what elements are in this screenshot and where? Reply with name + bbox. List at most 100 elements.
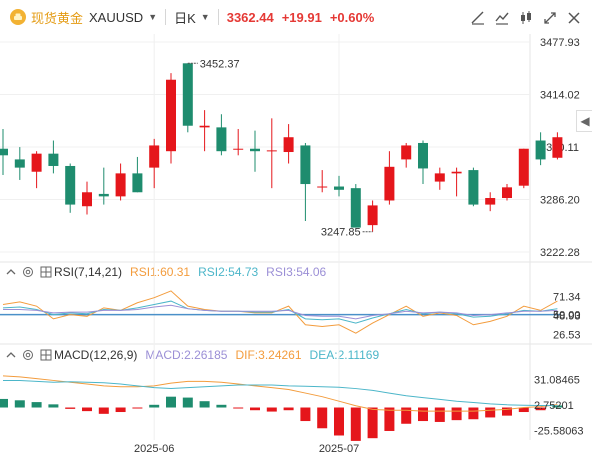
candle-body — [14, 159, 25, 168]
macd-histogram-bar — [266, 407, 277, 412]
candle-body — [166, 79, 176, 152]
candle-body — [468, 170, 479, 205]
candle-body — [418, 142, 428, 169]
instrument-name: 现货黄金 — [31, 10, 84, 26]
symbol-selector[interactable]: XAUUSD ▼ — [89, 10, 157, 25]
macd-histogram-bar — [0, 398, 8, 408]
last-price: 3362.44 — [226, 9, 274, 25]
y-tick-label: 3286.20 — [540, 194, 580, 206]
candle-body — [350, 188, 361, 228]
chevron-down-icon: ▼ — [148, 12, 158, 22]
candle-body — [367, 205, 378, 226]
candle-body — [485, 198, 496, 205]
macd-histogram-bar — [451, 407, 462, 421]
macd-histogram-bar — [233, 407, 244, 409]
macd-y-tick-label: -25.58063 — [534, 426, 584, 438]
macd-histogram-bar — [418, 407, 428, 422]
candle-body — [48, 153, 59, 166]
candle-body — [300, 145, 311, 185]
macd-histogram-bar — [384, 407, 395, 431]
gear-icon[interactable] — [22, 266, 34, 278]
candle-body — [31, 153, 42, 172]
macd-y-tick-label: 31.08465 — [534, 374, 580, 386]
macd-histogram-bar — [166, 396, 176, 408]
candle-body — [216, 127, 227, 152]
x-tick-label: 2025-07 — [319, 443, 359, 455]
chevron-down-icon: ▼ — [200, 12, 210, 22]
candle-body — [334, 186, 344, 190]
macd-histogram-bar — [518, 407, 529, 413]
candle-body — [384, 166, 395, 201]
macd-histogram-bar — [250, 407, 260, 411]
macd-histogram-bar — [485, 407, 496, 418]
macd-histogram-bar — [115, 407, 126, 413]
dea-legend: DEA:2.11169 — [309, 348, 380, 362]
macd-histogram-bar — [350, 407, 361, 441]
candle-body — [518, 148, 529, 186]
macd-histogram-bar — [535, 407, 546, 411]
macd-histogram-bar — [65, 407, 76, 409]
dif-line — [2, 375, 558, 412]
macd-histogram-bar — [132, 407, 143, 409]
divider — [165, 9, 167, 25]
candle-body — [283, 137, 294, 153]
period-label: 日K — [174, 10, 196, 26]
rsi-y-tick-label: 48.93 — [553, 311, 581, 323]
macd-histogram-bar — [317, 407, 328, 429]
candle-body — [0, 148, 8, 156]
dea-line — [3, 379, 558, 407]
macd-histogram-bar — [552, 405, 563, 408]
macd-histogram-bar — [14, 400, 25, 408]
rsi-y-tick-label: 71.34 — [553, 292, 581, 304]
candle-body — [98, 193, 109, 197]
divider — [217, 9, 219, 25]
macd-histogram-bar — [98, 407, 109, 414]
period-selector[interactable]: 日K ▼ — [174, 8, 210, 27]
y-tick-label: 3222.28 — [540, 247, 580, 259]
candle-body — [199, 125, 210, 128]
chart-header: 现货黄金 XAUUSD ▼ 日K ▼ 3362.44 +19.91 +0.60% — [0, 0, 592, 34]
chevron-left-icon[interactable]: ◀ — [576, 110, 592, 132]
candle-body — [149, 145, 160, 168]
rsi-title: RSI(7,14,21) — [54, 265, 123, 279]
x-tick-label: 2025-06 — [134, 443, 174, 455]
macd-histogram-bar — [300, 407, 311, 422]
price-change: +19.91 — [281, 9, 322, 25]
macd-histogram-bar — [502, 407, 512, 416]
macd-title: MACD(12,26,9) — [54, 348, 138, 362]
y-tick-label: 3414.02 — [540, 89, 580, 101]
macd-histogram-bar — [367, 407, 378, 439]
candle-body — [65, 165, 76, 205]
candle-body — [451, 171, 462, 174]
candle-body — [266, 150, 277, 152]
indicator-icon[interactable] — [490, 8, 514, 28]
rsi1-legend: RSI1:60.31 — [130, 265, 191, 279]
collapse-icon[interactable] — [6, 351, 16, 359]
macd-histogram-bar — [199, 401, 210, 408]
macd-histogram-bar — [82, 407, 92, 412]
candle-settings-icon[interactable] — [514, 8, 538, 28]
macd-histogram-bar — [283, 407, 294, 411]
grid-icon[interactable] — [40, 266, 52, 278]
close-icon[interactable] — [562, 8, 586, 28]
symbol-label: XAUUSD — [89, 9, 144, 25]
macd-histogram-bar — [182, 397, 193, 408]
macd-histogram-bar — [149, 404, 160, 408]
gear-icon[interactable] — [22, 349, 34, 361]
candle-body — [233, 148, 244, 150]
rsi-legend: RSI(7,14,21) RSI1:60.31 RSI2:54.73 RSI3:… — [6, 265, 326, 279]
collapse-icon[interactable] — [6, 268, 16, 276]
candle-body — [434, 173, 445, 182]
macd-histogram-bar — [434, 407, 445, 422]
candle-body — [317, 186, 328, 188]
expand-icon[interactable] — [538, 8, 562, 28]
candle-body — [535, 140, 546, 160]
draw-line-icon[interactable] — [466, 8, 490, 28]
rsi-y-tick-label: 26.53 — [553, 329, 581, 341]
grid-icon[interactable] — [40, 349, 52, 361]
y-tick-label: 3477.93 — [540, 37, 580, 49]
macd-histogram-bar — [48, 404, 59, 408]
candle-body — [250, 148, 260, 152]
price-change-percent: +0.60% — [329, 9, 375, 25]
